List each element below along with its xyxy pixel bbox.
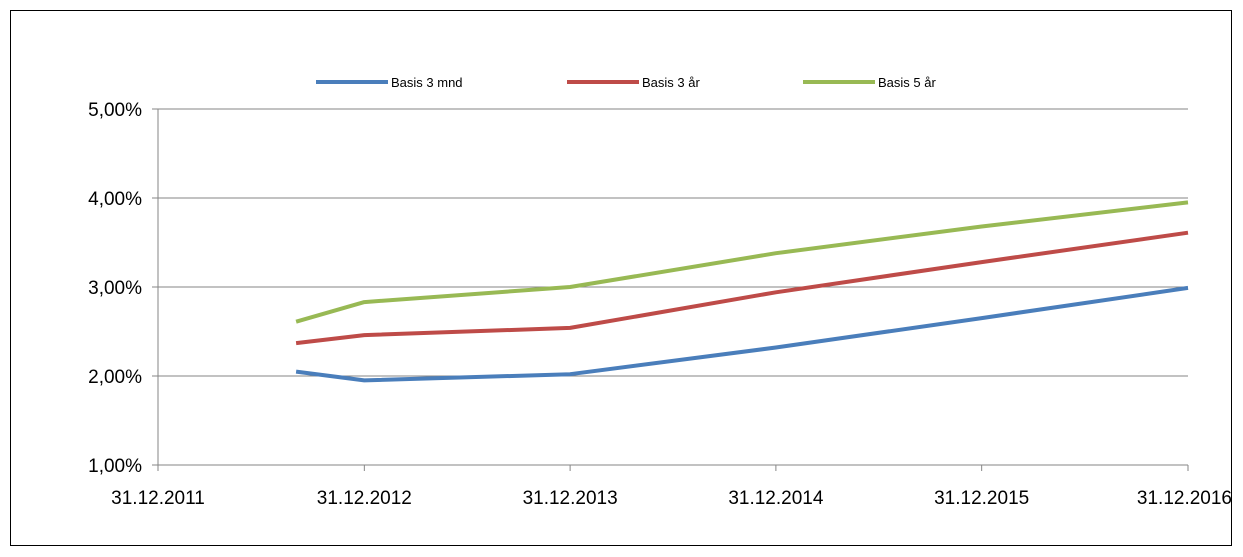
y-tick-label: 4,00% — [88, 189, 142, 210]
y-tick-label: 3,00% — [88, 278, 142, 299]
x-tick-label: 31.12.2011 — [111, 488, 205, 509]
legend-label: Basis 5 år — [878, 75, 936, 90]
series-line — [295, 200, 1189, 324]
x-tick-label: 31.12.2012 — [317, 488, 412, 509]
x-tick-label: 31.12.2016 — [1137, 488, 1232, 509]
legend-label: Basis 3 mnd — [391, 75, 463, 90]
legend-label: Basis 3 år — [642, 75, 700, 90]
x-tick-label: 31.12.2013 — [523, 488, 618, 509]
y-tick-label: 2,00% — [88, 367, 142, 388]
x-tick-label: 31.12.2014 — [728, 488, 824, 509]
series-line — [295, 285, 1189, 383]
y-tick-label: 5,00% — [88, 100, 142, 121]
x-tick-label: 31.12.2015 — [934, 488, 1029, 509]
series-line — [295, 230, 1189, 346]
y-tick-label: 1,00% — [88, 456, 142, 477]
